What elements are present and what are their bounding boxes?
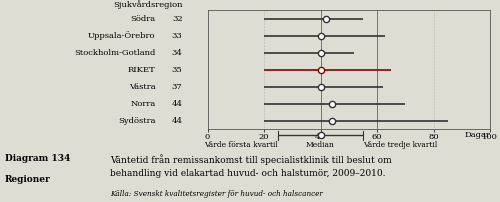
Text: Källa: Svenskt kvalitetsregister för huvud- och halscancer: Källa: Svenskt kvalitetsregister för huv… <box>110 190 323 198</box>
Text: Regioner: Regioner <box>5 175 51 184</box>
Text: 35: 35 <box>172 66 182 74</box>
Text: Värde tredje kvartil: Värde tredje kvartil <box>363 141 437 149</box>
Text: Norra: Norra <box>130 100 156 108</box>
Text: RIKET: RIKET <box>128 66 156 74</box>
Text: 44: 44 <box>172 100 182 108</box>
Text: Sydöstra: Sydöstra <box>118 117 156 125</box>
Text: Västra: Västra <box>129 83 156 91</box>
Text: Diagram 134: Diagram 134 <box>5 155 70 163</box>
Text: Uppsala-Örebro: Uppsala-Örebro <box>88 31 156 40</box>
Text: Sjukvårdsregion: Sjukvårdsregion <box>113 0 182 9</box>
Text: 37: 37 <box>172 83 182 91</box>
Text: 32: 32 <box>172 15 182 23</box>
Text: 34: 34 <box>172 49 182 57</box>
Text: Stockholm-Gotland: Stockholm-Gotland <box>74 49 156 57</box>
Text: Median: Median <box>306 141 335 149</box>
Text: Södra: Södra <box>130 15 156 23</box>
Text: Väntetid från remissankomst till specialistklinik till beslut om
behandling vid : Väntetid från remissankomst till special… <box>110 155 392 178</box>
Text: 33: 33 <box>172 32 182 40</box>
Text: Dagar: Dagar <box>464 131 490 139</box>
Text: Värde första kvartil: Värde första kvartil <box>204 141 278 149</box>
Text: 44: 44 <box>172 117 182 125</box>
